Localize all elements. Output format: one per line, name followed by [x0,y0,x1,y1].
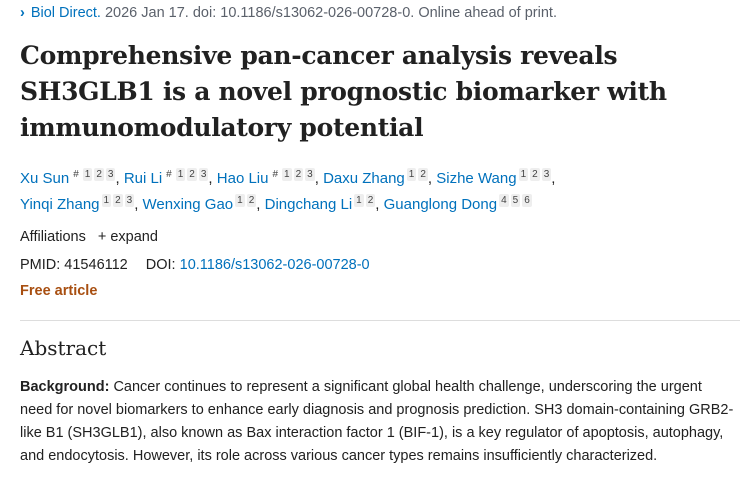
affiliation-ref[interactable]: 1 [406,168,417,181]
affiliation-ref[interactable]: 2 [530,168,540,181]
article-title: Comprehensive pan-cancer analysis reveal… [20,41,667,142]
affiliation-ref[interactable]: 1 [354,194,364,207]
affiliation-ref[interactable]: 1 [101,194,112,207]
affiliation-ref[interactable]: 2 [418,168,428,181]
author-link[interactable]: Rui Li [123,170,163,187]
doi-link[interactable]: 10.1186/s13062-026-00728-0 [179,257,370,273]
citation-details: 2026 Jan 17. doi: 10.1186/s13062-026-007… [100,5,557,21]
affiliation-ref[interactable]: 1 [235,194,245,207]
affiliations-label: Affiliations [20,229,86,245]
abstract-background: Background: Cancer continues to represen… [20,376,735,468]
affiliation-ref[interactable]: 3 [198,168,209,181]
affiliation-ref[interactable]: 3 [541,168,552,181]
doi-label: DOI: [145,257,176,273]
affiliation-ref[interactable]: 2 [94,168,104,181]
affiliation-ref[interactable]: 1 [518,168,529,181]
equal-contribution-marker: # [166,169,172,180]
affiliation-ref[interactable]: 2 [365,194,376,207]
background-label: Background: [20,379,110,395]
affiliation-ref[interactable]: 2 [187,168,197,181]
author-link[interactable]: Wenxing Gao [142,196,234,213]
affiliation-ref[interactable]: 4 [499,194,509,207]
affiliation-ref[interactable]: 3 [124,194,135,207]
journal-link[interactable]: Biol Direct. [30,5,101,21]
author-link[interactable]: Sizhe Wang [436,170,517,187]
expand-affiliations-button[interactable]: + expand [97,229,158,245]
author-link[interactable]: Dingchang Li [264,196,353,213]
affiliation-ref[interactable]: 1 [282,168,292,181]
author-list: Xu Sun #1 2 3, Rui Li #1 2 3, Hao Liu #1 2 3, Dax… [20,168,556,213]
citation: › Biol Direct. 2026 Jan 17. doi: 10.1186/… [20,5,557,21]
affiliation-ref[interactable]: 3 [105,168,116,181]
background-text: Cancer continues to represent a signific… [20,379,734,464]
equal-contribution-marker: # [73,169,79,180]
affiliation-ref[interactable]: 5 [510,194,521,207]
author-link[interactable]: Hao Liu [216,170,269,187]
pmid: PMID: 41546112 [20,257,128,273]
affiliation-ref[interactable]: 3 [305,168,315,181]
abstract-heading: Abstract [20,336,107,360]
affiliation-ref[interactable]: 6 [522,194,532,207]
affiliation-ref[interactable]: 2 [113,194,123,207]
affiliation-ref[interactable]: 1 [82,168,93,181]
author-link[interactable]: Xu Sun [20,170,70,187]
author-link[interactable]: Guanglong Dong [383,196,498,213]
free-article-badge[interactable]: Free article [20,283,98,299]
affiliation-ref[interactable]: 1 [175,168,186,181]
author-link[interactable]: Yinqi Zhang [20,196,100,213]
divider [20,320,740,321]
identifiers-row: PMID: 41546112 DOI: 10.1186/s13062-026-0… [20,257,370,273]
author-link[interactable]: Daxu Zhang [323,170,405,187]
affiliation-ref[interactable]: 2 [293,168,304,181]
affiliation-ref[interactable]: 2 [246,194,257,207]
chevron-right-icon[interactable]: › [20,5,25,21]
equal-contribution-marker: # [272,169,279,180]
affiliations-row: Affiliations + expand [20,229,158,245]
